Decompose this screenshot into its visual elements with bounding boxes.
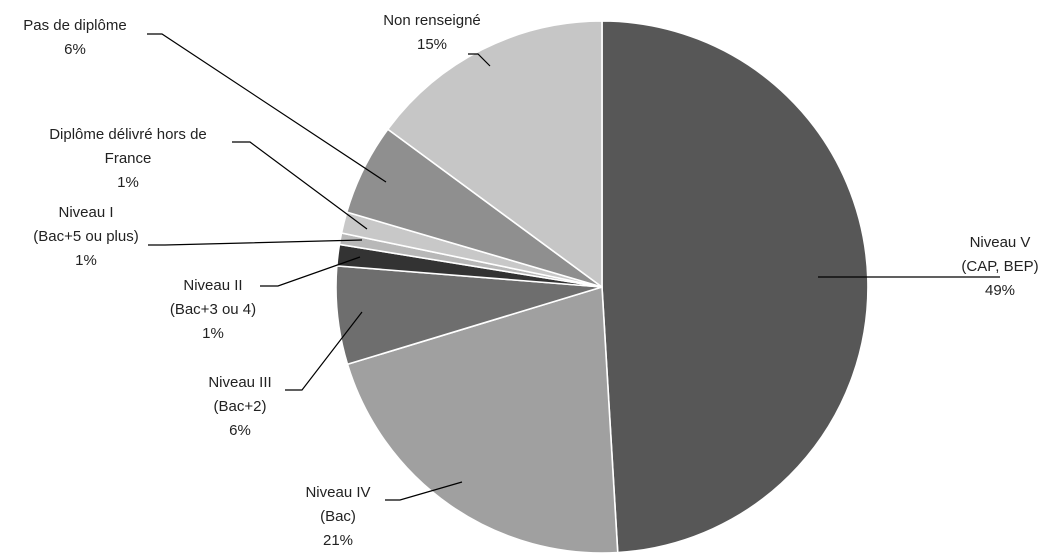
slice-label-line: Niveau V xyxy=(970,234,1031,251)
slice-percent: 6% xyxy=(229,422,251,439)
slice-label: Niveau III (Bac+2) 6% xyxy=(208,374,271,439)
pie-slice xyxy=(386,20,603,289)
leader-line xyxy=(285,311,363,391)
leader-line xyxy=(385,481,463,501)
slice-percent: 21% xyxy=(323,532,353,549)
leader-line xyxy=(468,53,491,67)
slice-label-line: France xyxy=(105,150,152,167)
slice-label-line: Pas de diplôme xyxy=(23,17,126,34)
slice-label: Niveau I (Bac+5 ou plus) 1% xyxy=(33,204,138,269)
slice-label-line: (Bac) xyxy=(320,508,356,525)
slice-percent: 15% xyxy=(417,36,447,53)
leader-lines xyxy=(147,33,1000,501)
slice-label: Pas de diplôme 6% xyxy=(23,17,126,58)
slice-label-line: (Bac+2) xyxy=(214,398,267,415)
leader-line xyxy=(232,141,368,230)
slice-label-line: Niveau III xyxy=(208,374,271,391)
slice-label-line: (Bac+5 ou plus) xyxy=(33,228,138,245)
slice-label-line: Niveau IV xyxy=(305,484,370,501)
pie-slice xyxy=(346,285,619,554)
pie-slices xyxy=(335,20,869,554)
slice-label: Niveau II (Bac+3 ou 4) 1% xyxy=(170,277,256,342)
leader-line xyxy=(148,239,363,246)
slice-percent: 1% xyxy=(117,174,139,191)
slice-percent: 49% xyxy=(985,282,1015,299)
leader-line xyxy=(260,256,361,287)
slice-percent: 1% xyxy=(202,325,224,342)
slice-label: Diplôme délivré hors de France 1% xyxy=(49,126,207,191)
slice-label: Non renseigné 15% xyxy=(383,12,481,53)
slice-label-line: Non renseigné xyxy=(383,12,481,29)
slice-labels: Niveau V (CAP, BEP) 49%Niveau IV (Bac) 21%Ni… xyxy=(23,12,1038,549)
pie-slice xyxy=(601,20,869,554)
slice-label-line: Niveau I xyxy=(58,204,113,221)
slice-percent: 6% xyxy=(64,41,86,58)
slice-label: Niveau IV (Bac) 21% xyxy=(305,484,370,549)
slice-label-line: Niveau II xyxy=(183,277,242,294)
slice-label-line: (CAP, BEP) xyxy=(961,258,1038,275)
slice-label-line: Diplôme délivré hors de xyxy=(49,126,207,143)
slice-label-line: (Bac+3 ou 4) xyxy=(170,301,256,318)
leader-line xyxy=(147,33,387,183)
slice-percent: 1% xyxy=(75,252,97,269)
slice-label: Niveau V (CAP, BEP) 49% xyxy=(961,234,1038,299)
